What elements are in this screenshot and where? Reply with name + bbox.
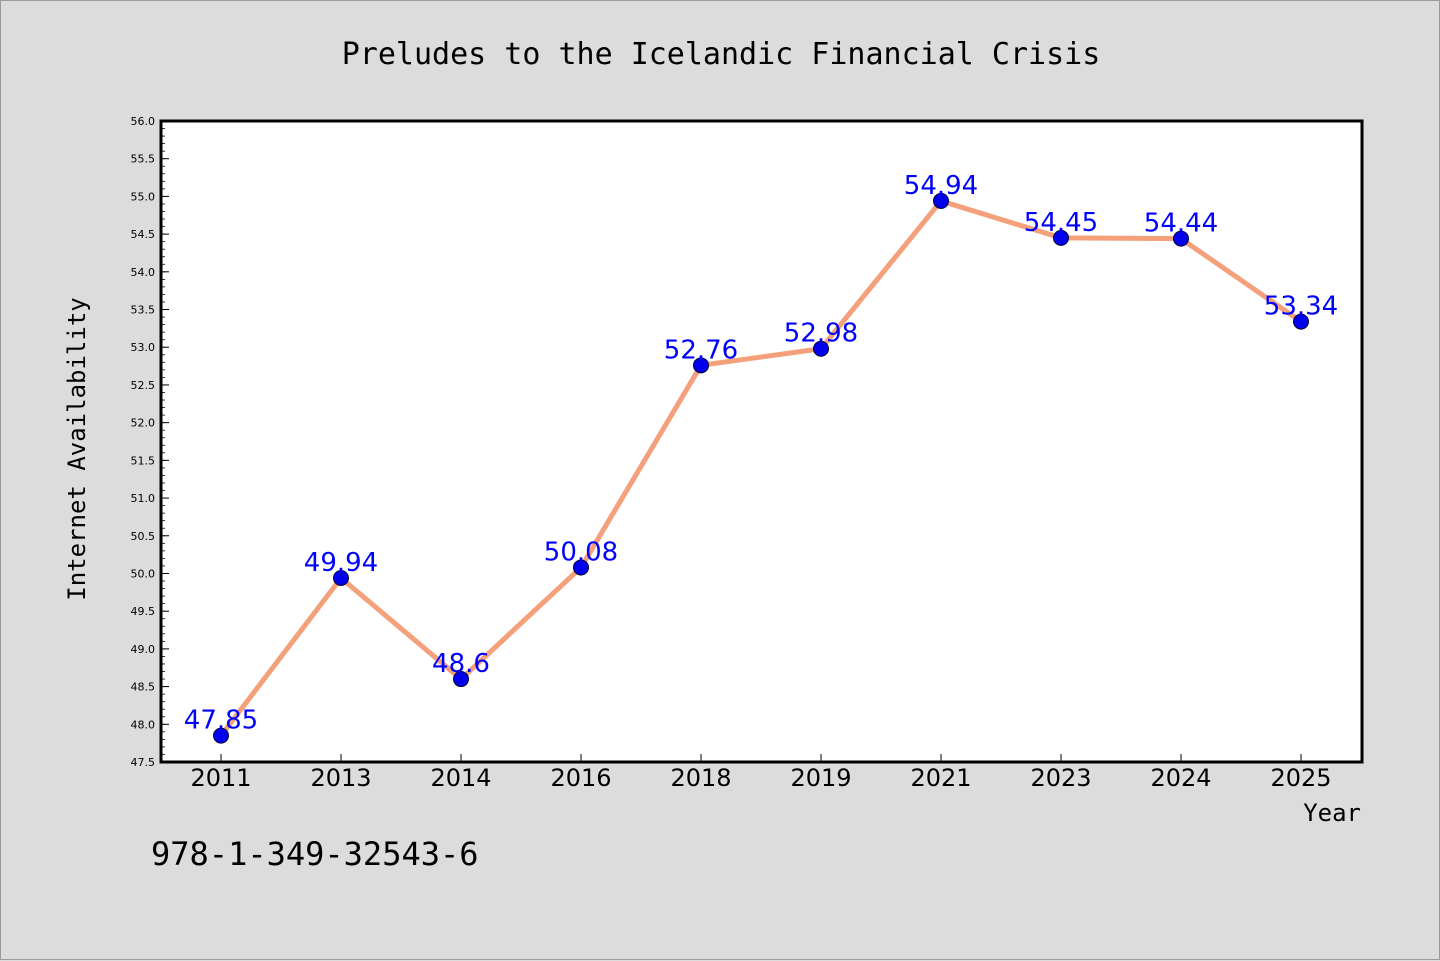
y-tick-label: 50.5 xyxy=(131,530,156,543)
x-tick-label: 2021 xyxy=(910,764,971,792)
y-tick-label: 55.5 xyxy=(131,153,156,166)
data-label: 50.08 xyxy=(544,537,618,567)
y-tick-label: 53.5 xyxy=(131,304,156,317)
data-label: 47.85 xyxy=(184,706,258,736)
data-label: 49.94 xyxy=(304,548,378,578)
y-tick-label: 51.0 xyxy=(131,492,156,505)
y-tick-label: 52.5 xyxy=(131,379,156,392)
y-tick-label: 54.5 xyxy=(131,228,156,241)
isbn-text: 978-1-349-32543-6 xyxy=(151,835,479,873)
data-point xyxy=(1293,313,1309,330)
data-label: 54.45 xyxy=(1024,208,1098,238)
data-label: 54.44 xyxy=(1144,209,1218,239)
data-label: 53.34 xyxy=(1264,292,1338,322)
data-point xyxy=(1173,230,1189,247)
series-line-group xyxy=(219,198,1303,738)
y-tick-label: 54.0 xyxy=(131,266,156,279)
x-tick-label: 2023 xyxy=(1030,764,1091,792)
y-tick-label: 49.0 xyxy=(131,643,156,656)
y-tick-label: 52.0 xyxy=(131,417,156,430)
x-axis: 2011 2013 2014 2016 2018 2019 2021 2023 2024 2025 xyxy=(190,754,1332,792)
data-point xyxy=(693,357,709,374)
series-line xyxy=(219,198,1303,738)
y-tick-label: 51.5 xyxy=(131,454,156,467)
x-axis-title: Year xyxy=(1303,799,1361,827)
y-tick-label: 48.0 xyxy=(131,718,156,731)
x-tick-label: 2014 xyxy=(430,764,491,792)
x-tick-label: 2025 xyxy=(1270,764,1331,792)
data-labels: 47.85 49.94 48.6 50.08 52.76 52.98 54.94 54.45 5… xyxy=(184,171,1338,736)
data-label: 54.94 xyxy=(904,171,978,201)
y-tick-label: 49.5 xyxy=(131,605,156,618)
data-label: 48.6 xyxy=(432,649,490,679)
data-markers xyxy=(213,192,1309,744)
data-point xyxy=(813,340,829,357)
x-tick-label: 2013 xyxy=(310,764,371,792)
y-tick-label: 55.0 xyxy=(131,190,156,203)
plot-area xyxy=(159,119,1364,764)
x-tick-label: 2016 xyxy=(550,764,611,792)
data-point xyxy=(933,192,949,209)
data-point xyxy=(1053,229,1069,246)
x-tick-label: 2018 xyxy=(670,764,731,792)
data-point xyxy=(333,569,349,586)
chart-title: Preludes to the Icelandic Financial Cris… xyxy=(342,37,1101,72)
x-tick-label: 2024 xyxy=(1150,764,1211,792)
x-tick-label: 2019 xyxy=(790,764,851,792)
y-tick-label: 56.0 xyxy=(131,115,156,128)
x-tick-label: 2011 xyxy=(190,764,251,792)
y-tick-label: 47.5 xyxy=(131,756,156,769)
y-axis: 47.5 48.0 48.5 49.0 49.5 50.0 50.5 51.0 51.5 52.0… xyxy=(131,115,169,769)
data-label: 52.76 xyxy=(664,335,738,365)
y-tick-label: 53.0 xyxy=(131,341,156,354)
data-point xyxy=(573,559,589,576)
data-label: 52.98 xyxy=(784,319,858,349)
data-point xyxy=(213,727,229,744)
y-tick-label: 50.0 xyxy=(131,567,156,580)
y-axis-title: Internet Availability xyxy=(63,297,91,600)
data-point xyxy=(453,671,469,688)
y-tick-label: 48.5 xyxy=(131,681,156,694)
